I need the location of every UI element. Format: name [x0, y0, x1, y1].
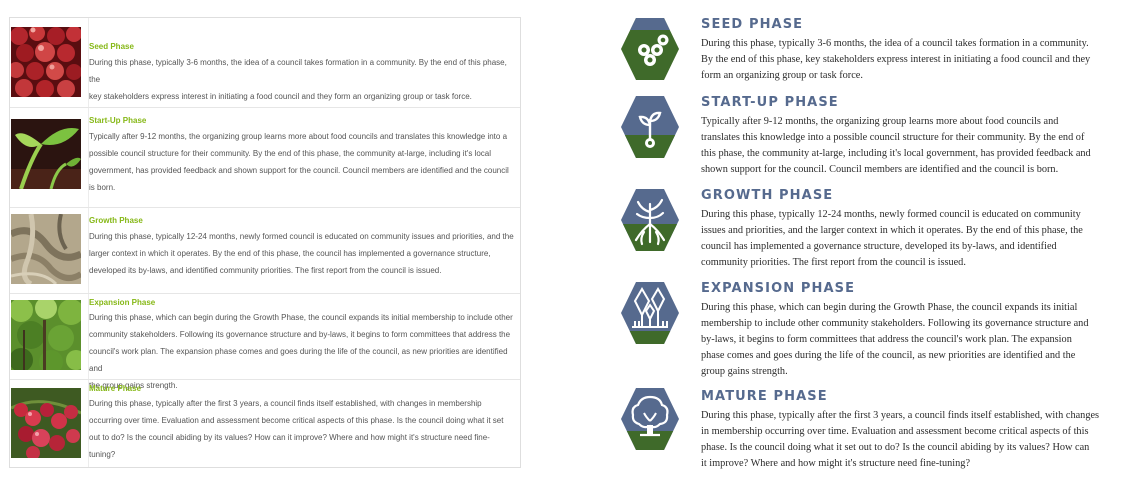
growth-phase-heading: GROWTH PHASE [701, 188, 834, 203]
left-phase-table: Seed Phase During this phase, typically … [9, 17, 521, 468]
seed-phase-heading: SEED PHASE [701, 17, 804, 32]
forest-icon [621, 282, 679, 344]
mature-phase-description: During this phase, typically after the f… [701, 410, 1100, 469]
mature-phase-text: During this phase, typically after the f… [89, 399, 504, 459]
row-divider [88, 208, 89, 293]
seed-icon [621, 18, 679, 80]
startup-phase-description: Typically after 9-12 months, the organiz… [701, 116, 1091, 175]
left-row-growth: Growth Phase During this phase, typicall… [10, 208, 520, 294]
growth-phase-title: Growth Phase [89, 216, 143, 225]
seed-phase-description: During this phase, typically 3-6 months,… [701, 38, 1091, 81]
startup-phase-title: Start-Up Phase [89, 116, 147, 125]
pomegranate-seeds-photo [11, 27, 81, 97]
row-divider [88, 18, 89, 107]
expansion-phase-description: During this phase, which can begin durin… [701, 302, 1089, 377]
seed-phase-text: During this phase, typically 3-6 months,… [89, 58, 507, 101]
seed-phase-title: Seed Phase [89, 42, 134, 51]
berries-photo [11, 388, 81, 458]
startup-phase-heading: START-UP PHASE [701, 95, 839, 110]
roots-icon [621, 189, 679, 251]
right-phase-list: SEED PHASE During this phase, typically … [620, 0, 1138, 480]
growth-phase-text: During this phase, typically 12-24 month… [89, 232, 514, 275]
expansion-phase-title: Expansion Phase [89, 298, 156, 307]
sprout-icon [621, 96, 679, 158]
left-row-startup: Start-Up Phase Typically after 9-12 mont… [10, 108, 520, 208]
forest-canopy-photo [11, 300, 81, 370]
left-row-mature: Mature Phase During this phase, typicall… [10, 380, 520, 467]
mature-phase-heading: MATURE PHASE [701, 389, 828, 404]
row-divider [88, 380, 89, 467]
growth-phase-description: During this phase, typically 12-24 month… [701, 209, 1083, 268]
tree-roots-photo [11, 214, 81, 284]
seedling-photo [11, 119, 81, 189]
tree-icon [621, 388, 679, 450]
row-divider [88, 294, 89, 379]
startup-phase-text: Typically after 9-12 months, the organiz… [89, 132, 509, 192]
row-divider [88, 108, 89, 207]
left-row-seed: Seed Phase During this phase, typically … [10, 18, 520, 108]
expansion-phase-heading: EXPANSION PHASE [701, 281, 856, 296]
mature-phase-title: Mature Phase [89, 384, 142, 393]
left-row-expansion: Expansion Phase During this phase, which… [10, 294, 520, 390]
expansion-phase-text: During this phase, which can begin durin… [89, 313, 513, 390]
